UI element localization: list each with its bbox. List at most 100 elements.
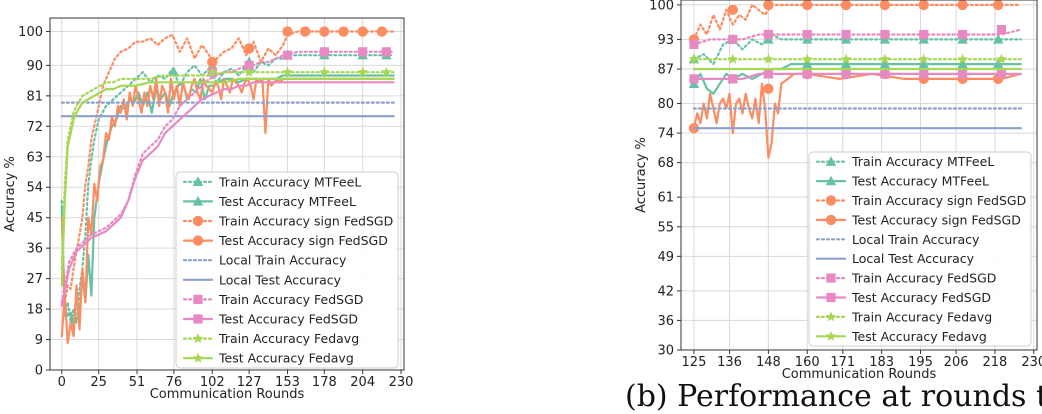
marker-fedsgd_test — [919, 69, 929, 79]
marker-sign_train — [338, 26, 349, 37]
marker-fedsgd_train — [244, 60, 254, 70]
y-axis-label: Accuracy % — [3, 156, 18, 232]
legend-item-train-accuracy-sign-fedsgd: Train Accuracy sign FedSGD — [182, 214, 393, 229]
y-tick-label: 42 — [657, 284, 674, 299]
marker-sign_train — [376, 26, 388, 37]
marker-avg_train — [763, 53, 774, 64]
x-tick-label: 171 — [830, 355, 855, 370]
legend-label: Local Train Accuracy — [219, 253, 347, 268]
x-tick-label: 183 — [869, 355, 894, 370]
y-tick-label: 100 — [18, 25, 43, 40]
legend-label: Test Accuracy FedSGD — [218, 312, 358, 327]
marker-fedsgd_train — [763, 29, 773, 40]
marker-sign_test — [763, 83, 774, 94]
x-tick-label: 153 — [275, 375, 300, 390]
marker-fedsgd_train — [319, 47, 329, 57]
x-tick-label: 206 — [944, 355, 969, 370]
figure: 0 25 51 76 102 127 153 178 204 230 0 9 18 27 36 45 54 63 7… — [3, 0, 1042, 402]
marker-fedsgd_test — [841, 69, 851, 79]
chart-a: 0 25 51 76 102 127 153 178 204 230 0 9 18 27 36 45 54 63 7… — [3, 17, 414, 402]
legend-item-test-accuracy-fedsgd: Test Accuracy FedSGD — [815, 290, 991, 305]
legend-item-local-train-accuracy: Local Train Accuracy — [182, 253, 347, 268]
marker-sign_train — [992, 0, 1004, 11]
x-tick-label: 136 — [717, 355, 742, 370]
series-layer — [60, 26, 395, 344]
legend-item-local-train-accuracy: Local Train Accuracy — [815, 232, 980, 247]
legend-marker — [826, 273, 836, 283]
legend-label: Train Accuracy FedSGD — [851, 271, 996, 286]
legend-label: Train Accuracy sign FedSGD — [218, 214, 393, 229]
series-sign_train — [688, 0, 1022, 45]
marker-avg_train — [206, 66, 218, 77]
y-tick-label: 87 — [657, 63, 674, 78]
marker-fedsgd_train — [919, 29, 929, 40]
y-tick-label: 68 — [657, 156, 674, 171]
legend-label: Test Accuracy FedSGD — [851, 290, 991, 305]
y-tick-label: 49 — [657, 250, 674, 265]
x-tick-label: 230 — [389, 375, 414, 390]
marker-avg_train — [688, 53, 700, 64]
marker-fedsgd_train — [728, 34, 738, 45]
legend: Train Accuracy MTFeeL Test Accuracy MTFee… — [175, 171, 399, 369]
marker-avg_train — [801, 53, 813, 64]
marker-avg_train — [381, 66, 392, 77]
x-tick-label: 230 — [1021, 355, 1042, 370]
marker-sign_train — [243, 43, 255, 54]
marker-sign_train — [207, 56, 218, 68]
legend-label: Test Accuracy Fedavg — [218, 351, 354, 366]
marker-sign_train — [840, 0, 852, 11]
marker-avg_train — [357, 66, 368, 77]
marker-sign_train — [299, 26, 311, 37]
legend-label: Train Accuracy sign FedSGD — [851, 193, 1026, 208]
legend-marker — [825, 195, 837, 206]
marker-sign_train — [802, 0, 813, 11]
y-axis-label: Accuracy % — [634, 137, 649, 213]
y-tick-label: 45 — [26, 211, 43, 226]
legend-item-train-accuracy-fedavg: Train Accuracy Fedavg — [182, 331, 359, 346]
marker-fedsgd_train — [358, 47, 368, 57]
marker-fedsgd_test — [763, 69, 773, 79]
y-tick-label: 36 — [26, 242, 43, 257]
marker-mtf_test — [802, 58, 813, 69]
series-fedsgd_test — [60, 81, 395, 307]
legend-label: Local Train Accuracy — [852, 232, 980, 247]
marker-mtf_test — [840, 58, 852, 69]
marker-sign_train — [319, 26, 330, 37]
x-tick-label: 102 — [200, 375, 225, 390]
legend-item-test-accuracy-fedsgd: Test Accuracy FedSGD — [182, 312, 358, 327]
x-tick-label: 76 — [166, 375, 183, 390]
marker-sign_train — [763, 0, 774, 11]
marker-fedsgd_train — [996, 24, 1006, 35]
y-tick-label: 0 — [35, 364, 43, 379]
legend-label: Test Accuracy MTFeeL — [851, 174, 989, 189]
legend-marker — [825, 175, 837, 186]
legend-item-train-accuracy-mtfeel: Train Accuracy MTFeeL — [182, 174, 361, 189]
caption-b: (b) Performance at rounds th — [625, 379, 1042, 414]
marker-fedsgd_test — [880, 69, 890, 79]
legend-marker — [825, 156, 837, 166]
marker-mtf_test — [992, 58, 1004, 69]
series-avg_test — [60, 77, 395, 287]
x-tick-label: 25 — [90, 375, 107, 390]
series-avg_train — [60, 66, 395, 270]
marker-fedsgd_test — [689, 74, 699, 84]
legend-item-train-accuracy-fedsgd: Train Accuracy FedSGD — [815, 271, 996, 286]
x-tick-label: 178 — [312, 375, 337, 390]
legend-item-test-accuracy-mtfeel: Test Accuracy MTFeeL — [182, 194, 356, 209]
legend-item-train-accuracy-fedavg: Train Accuracy Fedavg — [815, 309, 992, 324]
marker-avg_train — [243, 66, 255, 77]
legend-box — [175, 171, 399, 369]
series-fedsgd_test — [689, 69, 1022, 84]
marker-fedsgd_test — [802, 69, 812, 79]
y-tick-label: 18 — [26, 303, 43, 318]
legend-label: Test Accuracy MTFeeL — [218, 194, 356, 209]
series-line-fedsgd_test — [60, 81, 395, 307]
axes-frame — [680, 0, 1038, 351]
x-tick-label: 195 — [908, 355, 933, 370]
legend-marker — [193, 294, 203, 304]
legend-label: Test Accuracy sign FedSGD — [218, 233, 388, 248]
marker-fedsgd_train — [802, 29, 812, 40]
marker-mtf_test — [879, 58, 891, 69]
y-tick-label: 27 — [26, 272, 43, 287]
y-tick-label: 55 — [657, 220, 674, 235]
